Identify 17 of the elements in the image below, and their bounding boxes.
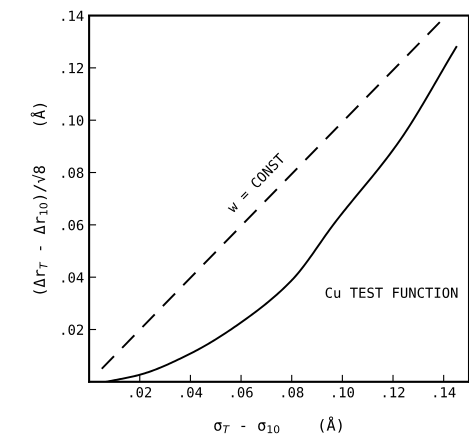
- x-tick-label: .12: [384, 387, 404, 398]
- text: σ$_{T}$ - σ$_{10}$ (Å): [214, 416, 342, 434]
- x-tick-label: .06: [232, 387, 253, 398]
- y-axis-title: (Δr$_{T}$ - Δr$_{10}$)/√8 (Å): [30, 104, 48, 294]
- y-tick-label: .04: [62, 272, 84, 283]
- y-tick-label: .06: [62, 220, 84, 230]
- y-tick-label: .08: [62, 168, 84, 178]
- y-tick-label: .12: [62, 62, 84, 74]
- x-tick-label: .08: [282, 387, 304, 398]
- x-tick-label: .10: [333, 387, 354, 398]
- y-tick-label: .14: [62, 10, 84, 21]
- x-tick-label: .02: [130, 387, 152, 398]
- y-tick-label: .10: [62, 115, 84, 126]
- x-tick-label: .04: [181, 387, 202, 398]
- annotation: Cu TEST FUNCTION: [326, 287, 458, 298]
- x-tick-label: .14: [434, 387, 456, 398]
- y-tick-label: .02: [62, 324, 84, 336]
